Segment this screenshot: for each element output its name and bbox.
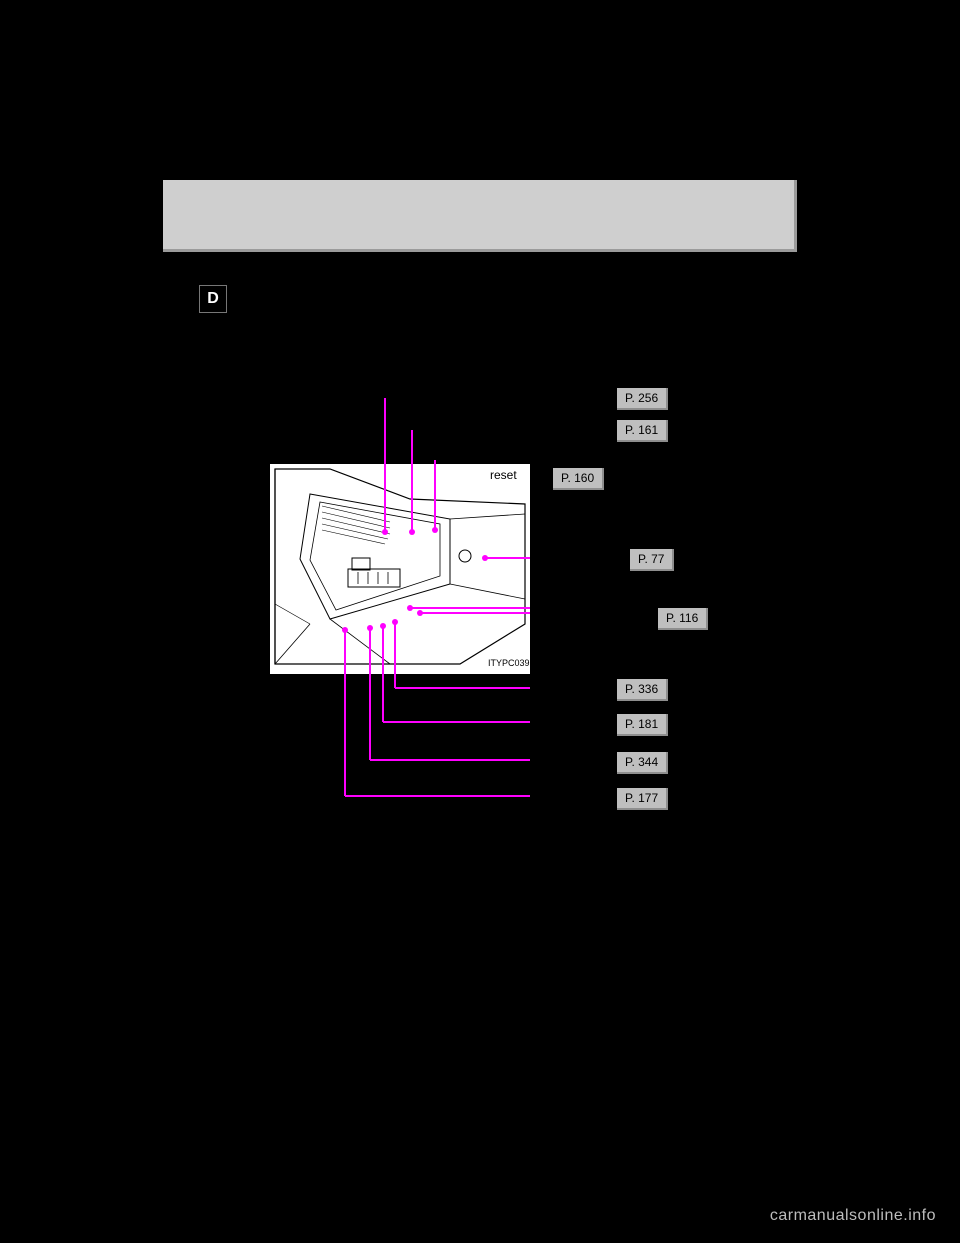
page-ref-336[interactable]: P. 336 <box>617 679 668 701</box>
page-ref-177[interactable]: P. 177 <box>617 788 668 810</box>
page-ref-181[interactable]: P. 181 <box>617 714 668 736</box>
pictorial-index-header <box>163 180 797 252</box>
diagram-image-id: ITYPC039 <box>488 658 530 668</box>
page-ref-161[interactable]: P. 161 <box>617 420 668 442</box>
page-ref-256[interactable]: P. 256 <box>617 388 668 410</box>
page-ref-160[interactable]: P. 160 <box>553 468 604 490</box>
reset-label: reset <box>490 468 517 482</box>
dashboard-svg <box>270 464 530 674</box>
page-ref-344[interactable]: P. 344 <box>617 752 668 774</box>
dashboard-diagram <box>270 464 530 674</box>
page-root: D <box>0 0 960 1243</box>
type-badge: D <box>199 285 227 313</box>
watermark: carmanualsonline.info <box>770 1207 936 1225</box>
page-ref-77[interactable]: P. 77 <box>630 549 674 571</box>
page-ref-116[interactable]: P. 116 <box>658 608 708 630</box>
